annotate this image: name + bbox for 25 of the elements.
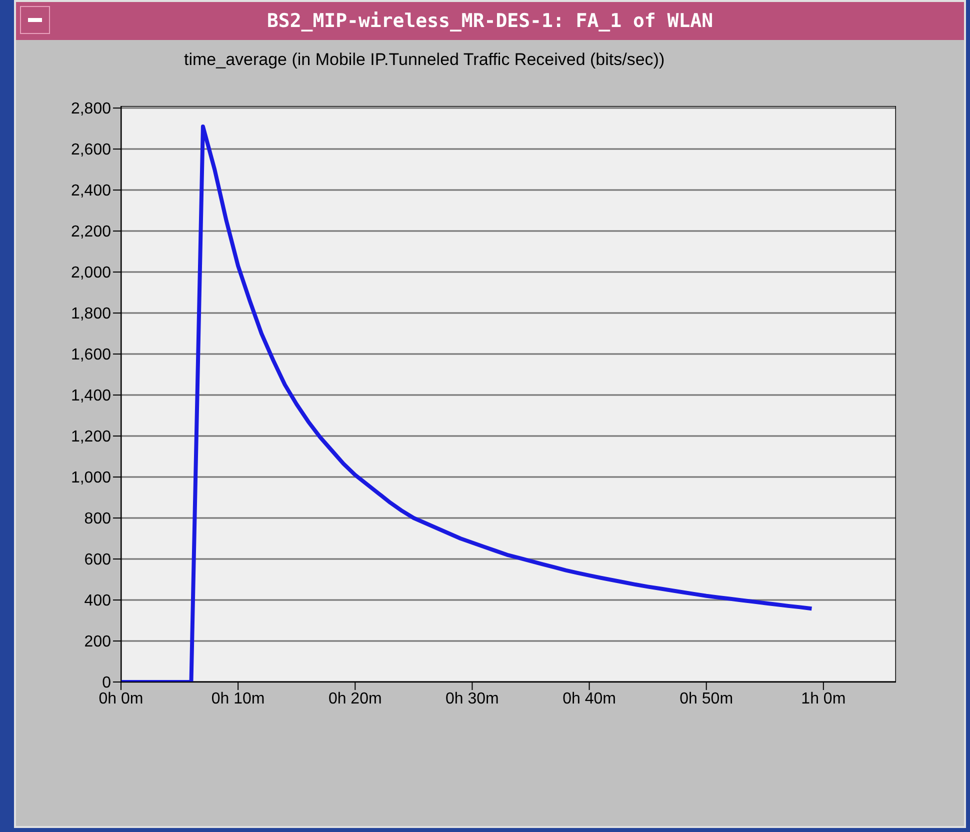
x-tick-label: 0h 0m (98, 690, 144, 708)
y-tick-label: 2,000 (70, 264, 112, 282)
y-tick-label: 1,400 (70, 388, 112, 405)
y-tick-label: 2,800 (70, 100, 112, 118)
y-tick-label: 600 (84, 552, 112, 569)
y-tick-label: 2,600 (70, 142, 112, 159)
chart-title: BS2_MIP-wireless_MR-DES-1: FA_1 of WLAN (16, 2, 964, 40)
y-tick-label: 2,400 (70, 182, 112, 200)
y-tick-label: 1,800 (70, 306, 112, 323)
y-tick-label: 1,000 (70, 470, 112, 487)
x-tick-label: 0h 50m (680, 690, 734, 708)
y-tick-label: 1,600 (70, 346, 112, 364)
x-tick-label: 0h 30m (446, 690, 499, 708)
y-tick-label: 400 (84, 592, 112, 610)
x-tick-label: 1h 0m (801, 690, 846, 708)
y-tick-label: 200 (84, 634, 112, 651)
chart-subtitle: time_average (in Mobile IP.Tunneled Traffic Received (bits/sec)) (184, 50, 665, 70)
y-tick-label: 800 (84, 510, 112, 528)
x-tick-label: 0h 40m (562, 690, 616, 708)
y-tick-label: 1,200 (70, 428, 112, 446)
x-tick-label: 0h 20m (328, 690, 382, 708)
x-tick-label: 0h 10m (211, 690, 265, 708)
line-series (121, 124, 814, 682)
y-tick-label: 2,200 (70, 224, 112, 241)
y-tick-label: 0 (102, 674, 112, 692)
